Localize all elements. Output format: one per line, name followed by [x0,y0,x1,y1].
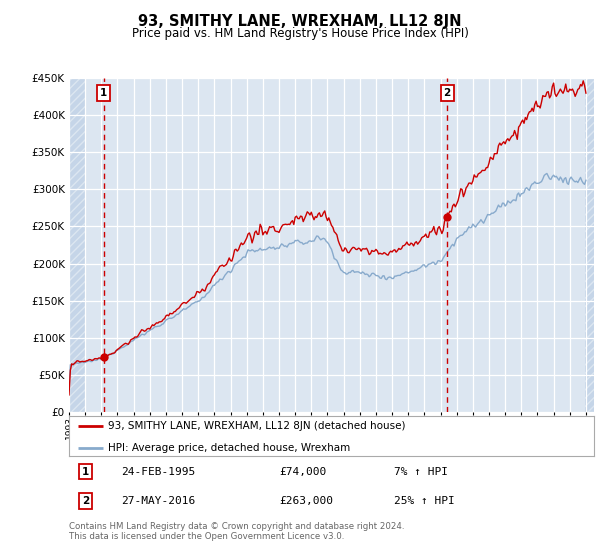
Text: 7% ↑ HPI: 7% ↑ HPI [395,466,449,477]
Text: £263,000: £263,000 [279,496,333,506]
Text: 1: 1 [100,88,107,99]
Text: £74,000: £74,000 [279,466,326,477]
Text: HPI: Average price, detached house, Wrexham: HPI: Average price, detached house, Wrex… [109,442,350,452]
Text: 1: 1 [82,466,89,477]
Text: 2: 2 [443,88,451,99]
Text: 27-MAY-2016: 27-MAY-2016 [121,496,196,506]
Bar [584,78,594,412]
Text: 93, SMITHY LANE, WREXHAM, LL12 8JN (detached house): 93, SMITHY LANE, WREXHAM, LL12 8JN (deta… [109,421,406,431]
Text: 93, SMITHY LANE, WREXHAM, LL12 8JN: 93, SMITHY LANE, WREXHAM, LL12 8JN [138,14,462,29]
Text: Price paid vs. HM Land Registry's House Price Index (HPI): Price paid vs. HM Land Registry's House … [131,26,469,40]
Bar [69,78,86,412]
Text: Contains HM Land Registry data © Crown copyright and database right 2024.
This d: Contains HM Land Registry data © Crown c… [69,522,404,542]
Text: 24-FEB-1995: 24-FEB-1995 [121,466,196,477]
Text: 2: 2 [82,496,89,506]
Text: 25% ↑ HPI: 25% ↑ HPI [395,496,455,506]
